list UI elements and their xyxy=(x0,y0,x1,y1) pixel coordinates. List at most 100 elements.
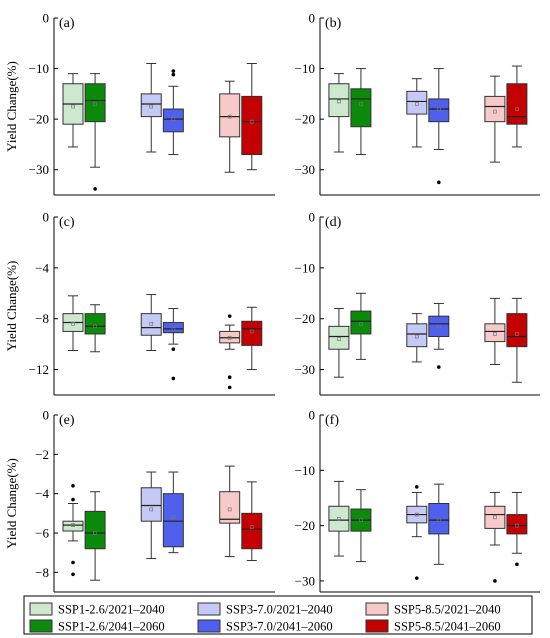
panel-c: 0 −4 −8 −12 (c) Yield Change(%) xyxy=(4,210,275,396)
outlier-point xyxy=(437,365,441,369)
legend-label: SSP5-8.5/2021–2040 xyxy=(394,603,501,617)
box-ssp370_2040 xyxy=(140,63,162,153)
box-iqr xyxy=(328,505,350,532)
y-tick-label: −10 xyxy=(295,260,315,275)
box-iqr xyxy=(162,493,184,548)
box-iqr xyxy=(84,510,106,550)
mean-marker xyxy=(359,518,363,522)
outlier-point xyxy=(227,385,232,390)
mean-marker xyxy=(171,515,176,520)
legend-label: SSP3-7.0/2041–2060 xyxy=(226,620,333,634)
panel-b: 0 −10 −20 −30 (b) xyxy=(295,11,540,196)
box-ssp126_2060 xyxy=(84,304,106,353)
mean-marker xyxy=(414,512,419,517)
y-tick-label: −4 xyxy=(35,486,49,501)
outlier-point xyxy=(71,560,75,565)
y-tick-label: 0 xyxy=(309,210,316,225)
y-tick-label: 0 xyxy=(309,408,316,423)
box-iqr xyxy=(241,512,263,550)
outlier-point xyxy=(71,572,75,577)
box-ssp370_2040 xyxy=(140,471,162,560)
y-tick-label: 0 xyxy=(43,210,50,225)
mean-marker xyxy=(227,114,232,119)
panel-label: (d) xyxy=(325,215,342,230)
panel-label: (f) xyxy=(325,413,339,428)
y-tick-label: −10 xyxy=(295,61,315,76)
box-iqr xyxy=(241,320,263,346)
box-ssp585_2040 xyxy=(484,75,506,163)
box-ssp585_2040 xyxy=(219,465,241,558)
y-tick-label: −4 xyxy=(35,260,49,275)
box-iqr xyxy=(241,95,263,156)
panel-a: 0 −10 −20 −30 (a) Yield Change(%) xyxy=(4,11,275,196)
box-ssp585_2040 xyxy=(484,491,506,583)
panel-f: 0 −10 −20 −30 (f) xyxy=(295,408,540,593)
y-tick-label: 0 xyxy=(43,408,50,423)
mean-marker xyxy=(227,507,232,512)
mean-marker xyxy=(515,523,519,528)
box-iqr xyxy=(62,520,84,532)
legend-item-ssp126_2040: SSP1-2.6/2021–2040 xyxy=(29,602,165,617)
box-ssp585_2060 xyxy=(241,306,263,371)
mean-marker xyxy=(414,102,419,106)
box-ssp370_2060 xyxy=(428,68,450,185)
box-ssp370_2040 xyxy=(406,78,428,148)
outlier-point xyxy=(71,484,75,488)
mean-marker xyxy=(71,523,75,527)
mean-marker xyxy=(436,518,441,522)
legend-item-ssp585_2060: SSP5-8.5/2041–2060 xyxy=(365,619,501,634)
y-tick-label: −10 xyxy=(29,61,49,76)
y-tick-label: −12 xyxy=(29,362,49,377)
mean-marker xyxy=(493,515,497,520)
outlier-point xyxy=(171,69,176,73)
legend: SSP1-2.6/2021–2040 SSP3-7.0/2021–2040 SSP5… xyxy=(23,595,533,635)
box-ssp585_2060 xyxy=(506,65,528,148)
box-ssp585_2060 xyxy=(241,481,263,562)
box-ssp370_2060 xyxy=(428,483,450,565)
box-ssp370_2060 xyxy=(162,308,184,381)
outlier-point xyxy=(515,562,519,567)
legend-item-ssp126_2060: SSP1-2.6/2041–2060 xyxy=(29,619,165,634)
box-ssp126_2040 xyxy=(328,308,350,378)
panel-label: (a) xyxy=(59,16,75,31)
box-ssp585_2060 xyxy=(506,491,528,567)
box-ssp370_2060 xyxy=(162,69,184,156)
mean-marker xyxy=(149,321,154,326)
mean-marker xyxy=(149,104,154,109)
y-tick-label: −8 xyxy=(35,311,49,326)
y-tick-label: 0 xyxy=(43,11,50,26)
outlier-point xyxy=(171,376,176,381)
mean-marker xyxy=(71,321,75,326)
box-ssp126_2040 xyxy=(328,73,350,153)
mean-marker xyxy=(493,332,497,336)
mean-marker xyxy=(249,525,254,529)
mean-marker xyxy=(515,107,519,111)
panel-label: (c) xyxy=(59,215,75,230)
panel-d: 0 −10 −20 −30 (d) xyxy=(295,210,540,396)
outlier-point xyxy=(437,180,441,185)
mean-marker xyxy=(249,329,254,334)
box-ssp370_2040 xyxy=(406,313,428,363)
box-iqr xyxy=(219,330,241,344)
mean-marker xyxy=(414,334,419,339)
legend-frame xyxy=(23,595,533,635)
outlier-point xyxy=(493,579,497,583)
y-tick-label: −20 xyxy=(295,112,315,127)
legend-swatch xyxy=(365,619,389,633)
y-tick-label: 0 xyxy=(309,11,316,26)
box-ssp126_2060 xyxy=(350,292,372,360)
y-tick-label: −10 xyxy=(295,463,315,478)
outlier-point xyxy=(71,497,75,502)
y-tick-label: −6 xyxy=(35,526,49,541)
mean-marker xyxy=(149,507,154,512)
legend-label: SSP3-7.0/2021–2040 xyxy=(226,603,333,617)
panel-label: (e) xyxy=(59,413,75,428)
box-ssp585_2060 xyxy=(241,63,263,171)
box-iqr xyxy=(506,83,528,125)
legend-item-ssp370_2040: SSP3-7.0/2021–2040 xyxy=(197,602,333,617)
y-tick-label: −30 xyxy=(295,362,315,377)
y-tick-label: −30 xyxy=(295,162,315,177)
mean-marker xyxy=(171,117,176,121)
y-tick-label: −30 xyxy=(295,573,315,588)
